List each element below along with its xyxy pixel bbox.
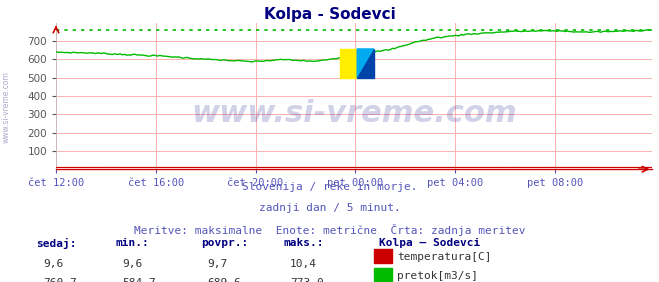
Text: pretok[m3/s]: pretok[m3/s]: [397, 270, 478, 281]
Text: 9,6: 9,6: [43, 259, 63, 269]
Text: min.:: min.:: [115, 238, 149, 248]
Text: 584,7: 584,7: [122, 278, 156, 282]
Polygon shape: [357, 49, 374, 78]
Text: temperatura[C]: temperatura[C]: [397, 252, 492, 262]
Bar: [341, 49, 357, 78]
Text: 9,6: 9,6: [122, 259, 142, 269]
Text: 9,7: 9,7: [208, 259, 228, 269]
Text: Kolpa - Sodevci: Kolpa - Sodevci: [264, 7, 395, 22]
Text: www.si-vreme.com: www.si-vreme.com: [191, 99, 517, 128]
Text: sedaj:: sedaj:: [36, 238, 76, 249]
Text: Slovenija / reke in morje.: Slovenija / reke in morje.: [242, 182, 417, 192]
Text: www.si-vreme.com: www.si-vreme.com: [1, 71, 11, 143]
Text: 773,0: 773,0: [290, 278, 324, 282]
Polygon shape: [357, 49, 374, 78]
Text: Kolpa – Sodevci: Kolpa – Sodevci: [379, 238, 480, 248]
Text: zadnji dan / 5 minut.: zadnji dan / 5 minut.: [258, 203, 401, 213]
Text: 10,4: 10,4: [290, 259, 317, 269]
Text: 760,7: 760,7: [43, 278, 76, 282]
Text: Meritve: maksimalne  Enote: metrične  Črta: zadnja meritev: Meritve: maksimalne Enote: metrične Črta…: [134, 224, 525, 236]
Text: povpr.:: povpr.:: [201, 238, 248, 248]
Text: 689,6: 689,6: [208, 278, 241, 282]
Text: maks.:: maks.:: [283, 238, 324, 248]
